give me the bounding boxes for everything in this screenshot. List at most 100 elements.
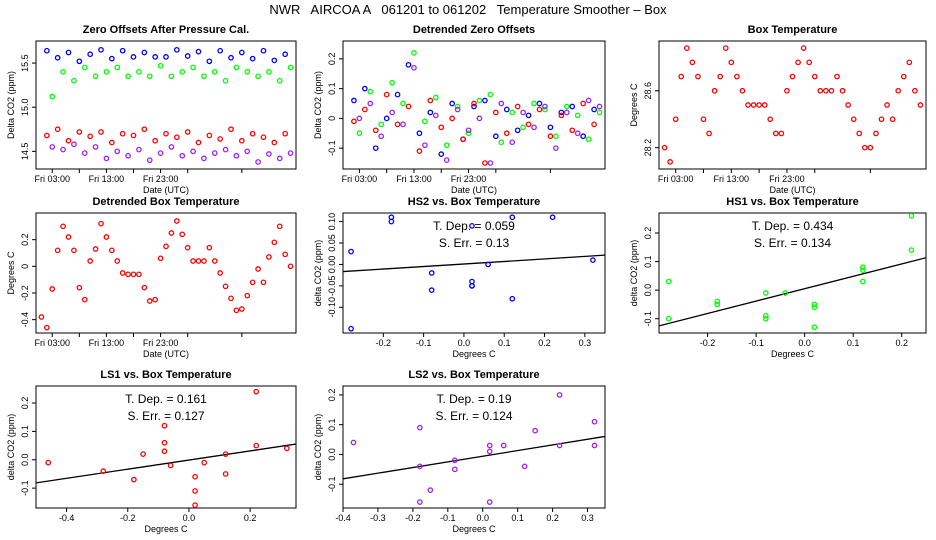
data-point [238,306,245,312]
data-point [492,133,499,140]
plot-frame [342,385,606,509]
data-point [271,139,278,146]
data-point [92,144,99,150]
series-hs2 [351,61,597,157]
data-point [400,100,406,107]
y-tick-label: 0 [20,264,30,269]
data-point [260,134,267,141]
data-point [443,157,450,163]
data-point [427,487,434,493]
data-point [255,73,261,80]
x-tick-label: 0.3 [579,338,592,348]
chart-title: HS2 vs. Box Temperature [408,196,540,208]
data-point [422,142,428,149]
data-point [222,471,229,477]
data-point [900,73,907,80]
x-tick-label: 0.0 [183,513,196,523]
plot-frame [35,40,297,170]
y-tick-label: 0.0 [643,284,653,297]
data-point [253,442,260,449]
y-tick-label: 0.2 [643,227,653,240]
data-point [152,296,159,303]
data-point [173,218,180,224]
data-point [667,159,673,165]
data-point [591,442,598,449]
y-tick-label: 28.2 [643,139,653,157]
data-point [498,100,505,107]
figure-title: NWR AIRCOA A 061201 to 061202 Temperatur… [269,2,667,17]
std-error-text: S. Err. = 0.127 [127,409,204,423]
data-point [244,292,251,299]
data-point [460,136,466,143]
y-axis-label: delta CO2 (ppm) [6,414,16,481]
data-point [76,58,83,65]
std-error-text: S. Err. = 0.124 [435,409,512,423]
data-point [569,103,576,110]
temp-dependence-text: T. Dep. = 0.059 [433,219,515,233]
data-point [761,102,768,108]
y-axis-label: delta CO2 (ppm) [313,414,323,481]
data-point [850,116,857,123]
x-tick-label: -0.2 [700,338,716,348]
data-point [908,213,915,219]
data-point [514,127,521,134]
data-point [585,97,592,104]
data-point [476,97,483,104]
data-point [100,468,107,474]
data-point [503,106,510,113]
data-point [201,155,207,162]
data-point [411,50,417,56]
data-point [173,46,180,53]
data-point [558,109,565,116]
data-point [665,315,672,322]
data-point [811,73,818,80]
data-point [665,278,672,285]
data-point [400,121,406,128]
data-point [558,112,565,119]
x-tick-label: Fri 13:00 [89,174,125,184]
data-point [249,55,256,62]
data-point [782,290,789,296]
data-point [49,286,56,292]
data-point [532,427,538,434]
x-tick-label: -0.4 [59,513,75,523]
data-point [260,279,267,286]
series-ls2 [356,64,603,166]
y-tick-label: -0.10 [327,297,337,318]
data-point [553,145,559,152]
data-point [465,127,472,134]
data-point [195,258,202,264]
data-point [908,247,915,253]
data-point [811,324,818,331]
data-point [233,307,240,314]
data-point [906,59,913,66]
data-point [98,46,104,53]
regression-line [343,435,605,480]
data-point [389,109,395,116]
data-point [287,150,294,156]
data-point [591,106,597,113]
data-point [255,266,261,272]
data-point [547,124,554,131]
x-tick-label: 0.3 [581,513,594,523]
data-point [184,129,191,135]
y-tick-label: 0.0 [327,448,337,461]
data-point [778,130,785,137]
data-point [745,102,751,108]
data-point [912,87,918,94]
data-point [146,157,153,164]
data-point [417,499,423,505]
data-point [536,106,543,113]
data-point [167,462,174,469]
data-point [276,77,283,84]
series-hs2 [348,214,596,332]
data-point [476,115,483,122]
data-point [556,442,563,449]
data-point [734,73,740,80]
data-point [350,439,357,446]
y-tick-label: 0.2 [327,389,337,402]
data-point [119,270,126,276]
y-tick-label: -0.4 [20,312,30,328]
x-axis-label: Date (UTC) [451,185,497,195]
y-axis-label: delta CO2 (ppm) [313,240,323,307]
